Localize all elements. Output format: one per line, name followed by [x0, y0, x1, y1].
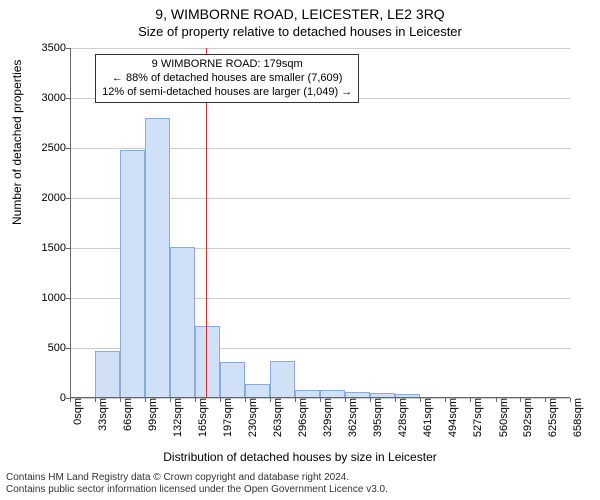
histogram-bar [270, 361, 295, 398]
y-tick-label: 2000 [42, 192, 70, 204]
y-tick-label: 0 [60, 392, 70, 404]
x-tick-label: 625sqm [545, 398, 559, 437]
y-tick-label: 1000 [42, 292, 70, 304]
y-axis-line [70, 48, 71, 398]
x-tick-label: 33sqm [95, 398, 109, 431]
x-tick-label: 263sqm [270, 398, 284, 437]
x-tick-label: 560sqm [496, 398, 510, 437]
page: 9, WIMBORNE ROAD, LEICESTER, LE2 3RQ Siz… [0, 0, 600, 500]
histogram-bar [170, 247, 195, 398]
x-tick-label: 99sqm [145, 398, 159, 431]
x-tick-label: 296sqm [295, 398, 309, 437]
x-axis-title: Distribution of detached houses by size … [0, 450, 600, 464]
histogram-bar [95, 351, 120, 398]
y-tick-label: 500 [48, 342, 70, 354]
callout-line3: 12% of semi-detached houses are larger (… [102, 86, 352, 100]
histogram-bar [145, 118, 170, 398]
x-tick-label: 395sqm [370, 398, 384, 437]
histogram-bar [195, 326, 220, 398]
footer: Contains HM Land Registry data © Crown c… [6, 472, 388, 496]
address-title: 9, WIMBORNE ROAD, LEICESTER, LE2 3RQ [0, 6, 600, 22]
x-tick-label: 362sqm [345, 398, 359, 437]
gridline [70, 48, 570, 49]
footer-line2: Contains public sector information licen… [6, 484, 388, 496]
callout-box: 9 WIMBORNE ROAD: 179sqm← 88% of detached… [95, 54, 359, 103]
x-tick-label: 461sqm [420, 398, 434, 437]
footer-line1: Contains HM Land Registry data © Crown c… [6, 472, 388, 484]
y-tick-label: 3500 [42, 42, 70, 54]
title-block: 9, WIMBORNE ROAD, LEICESTER, LE2 3RQ Siz… [0, 0, 600, 39]
y-tick-label: 1500 [42, 242, 70, 254]
x-tick-label: 329sqm [320, 398, 334, 437]
histogram-bar [120, 150, 145, 398]
plot-area: 05001000150020002500300035000sqm33sqm66s… [70, 48, 570, 398]
x-tick-label: 66sqm [120, 398, 134, 431]
x-tick-label: 165sqm [195, 398, 209, 437]
histogram-bar [220, 362, 245, 398]
callout-line1: 9 WIMBORNE ROAD: 179sqm [102, 58, 352, 72]
y-axis-title: Number of detached properties [10, 60, 24, 225]
y-tick-label: 3000 [42, 92, 70, 104]
x-tick-label: 230sqm [245, 398, 259, 437]
y-tick-label: 2500 [42, 142, 70, 154]
x-tick-label: 197sqm [220, 398, 234, 437]
x-tick-label: 527sqm [470, 398, 484, 437]
subtitle: Size of property relative to detached ho… [0, 24, 600, 39]
callout-line2: ← 88% of detached houses are smaller (7,… [102, 72, 352, 86]
x-tick-label: 592sqm [520, 398, 534, 437]
histogram-bar [245, 384, 270, 398]
x-tick-label: 494sqm [445, 398, 459, 437]
x-tick-label: 428sqm [395, 398, 409, 437]
x-tick-label: 132sqm [170, 398, 184, 437]
x-axis-line [70, 397, 570, 398]
x-tick-label: 0sqm [70, 398, 84, 425]
x-tick-label: 658sqm [570, 398, 584, 437]
